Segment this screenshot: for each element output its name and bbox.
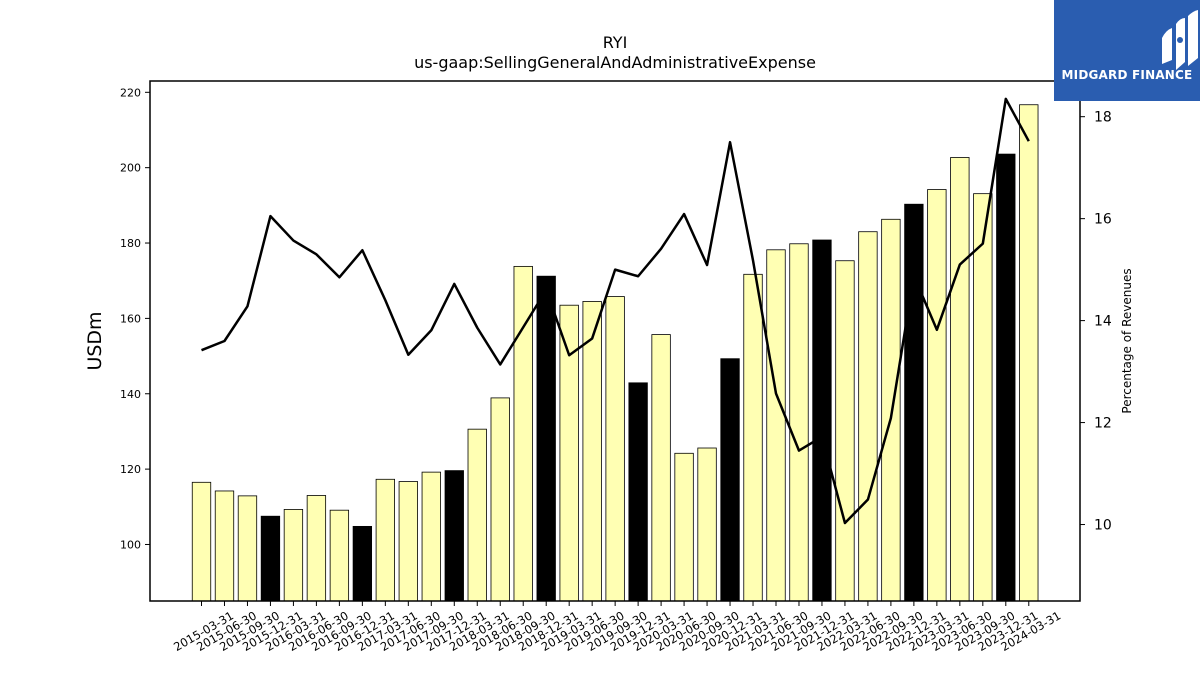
bar (720, 358, 740, 602)
bar (812, 239, 832, 602)
bar (766, 249, 786, 602)
bar (904, 203, 924, 602)
midgard-finance-logo: MIDGARD FINANCE (1054, 0, 1200, 101)
ratio-line (201, 97, 1030, 525)
bar (490, 397, 510, 602)
bar (467, 428, 487, 602)
y2-tick-label: 12 (1094, 416, 1112, 432)
y2-tick-label: 16 (1094, 212, 1112, 228)
bar (743, 273, 763, 602)
bar (260, 515, 281, 602)
bar (697, 447, 717, 602)
y-tick-label: 100 (120, 538, 141, 551)
bar (950, 157, 970, 602)
bar (789, 243, 809, 602)
bar (858, 231, 878, 602)
chart-title: RYI (603, 33, 628, 52)
midgard-logo-icon (1162, 10, 1198, 70)
bar (651, 334, 671, 602)
y-tick-label: 180 (120, 237, 141, 250)
bar (352, 525, 373, 602)
bar (605, 296, 625, 602)
bar (421, 471, 441, 602)
axes-group: 10012014016018020022010121416182015-03-3… (120, 80, 1112, 654)
y2-tick-label: 10 (1094, 518, 1112, 534)
bar (329, 509, 350, 602)
chart-subtitle: us-gaap:SellingGeneralAndAdministrativeE… (414, 53, 816, 72)
y2-tick-label: 18 (1094, 110, 1112, 126)
y-tick-label: 160 (120, 312, 141, 325)
bar (996, 153, 1016, 602)
bar (674, 452, 694, 602)
y-tick-label: 220 (120, 86, 141, 99)
y-tick-label: 140 (120, 388, 141, 401)
y-tick-label: 120 (120, 463, 141, 476)
y-axis-label: USDm (84, 311, 106, 370)
y2-axis-label: Percentage of Revenues (1120, 268, 1134, 413)
bar (283, 509, 304, 602)
bar (214, 490, 235, 602)
y2-tick-label: 14 (1094, 314, 1112, 330)
line-group (201, 97, 1030, 525)
bar (1019, 104, 1039, 602)
bar (375, 478, 395, 602)
bar (973, 193, 993, 602)
bar (927, 189, 947, 602)
bar (835, 260, 855, 602)
bar (536, 275, 556, 602)
bar (306, 495, 327, 602)
bar (628, 382, 648, 602)
bar (398, 481, 418, 602)
bars-group (191, 104, 1039, 602)
bar (582, 301, 602, 602)
bar (444, 470, 464, 602)
bar (191, 481, 212, 602)
bar (237, 495, 258, 602)
y-tick-label: 200 (120, 162, 141, 175)
logo-text: MIDGARD FINANCE (1061, 68, 1193, 82)
